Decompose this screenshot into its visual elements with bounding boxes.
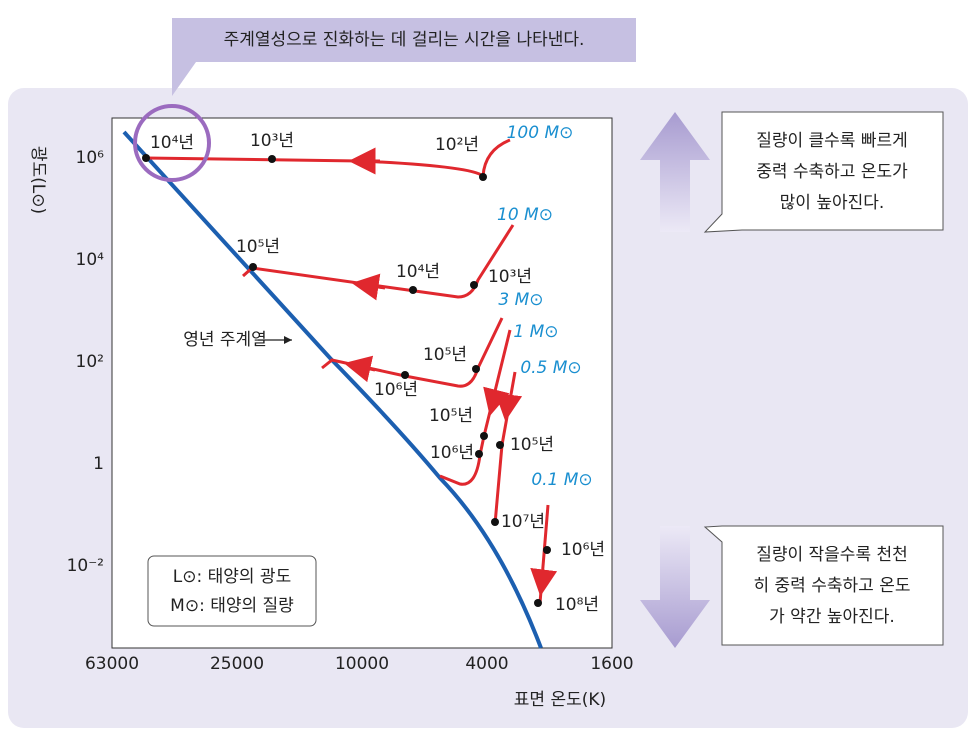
legend-box bbox=[147, 555, 317, 627]
mass-label: 10 M⊙ bbox=[497, 205, 553, 225]
time-dot bbox=[472, 365, 480, 373]
highlight-circle bbox=[133, 104, 211, 182]
time-label: 10³년 bbox=[488, 267, 532, 287]
time-dot bbox=[268, 155, 276, 163]
y-tick-label: 10⁴ bbox=[76, 250, 105, 270]
time-dot bbox=[496, 441, 504, 449]
note-line: 가 약간 높아진다. bbox=[769, 607, 895, 627]
time-label: 10⁶년 bbox=[374, 380, 418, 400]
y-tick-label: 1 bbox=[93, 454, 104, 474]
x-tick-label: 10000 bbox=[335, 654, 389, 674]
time-label: 10²년 bbox=[435, 135, 479, 155]
note-line: 많이 높아진다. bbox=[780, 193, 885, 213]
mass-label: 1 M⊙ bbox=[513, 322, 558, 342]
time-label: 10⁵년 bbox=[510, 435, 554, 455]
y-tick-label: 10⁶ bbox=[76, 148, 105, 168]
time-dot bbox=[470, 281, 478, 289]
time-dot bbox=[401, 371, 409, 379]
note-line: 중력 수축하고 온도가 bbox=[756, 162, 908, 182]
x-tick-label: 25000 bbox=[210, 654, 264, 674]
time-dot bbox=[491, 518, 499, 526]
mass-label: 0.1 M⊙ bbox=[531, 470, 592, 490]
down-arrow bbox=[640, 526, 710, 648]
x-tick-label: 4000 bbox=[465, 654, 508, 674]
time-label: 10³년 bbox=[250, 131, 294, 151]
main-sequence-label: 영년 주계열 bbox=[183, 330, 267, 350]
y-tick-label: 10² bbox=[76, 352, 104, 372]
time-label: 10⁸년 bbox=[555, 595, 599, 615]
track-arrow bbox=[483, 386, 510, 417]
x-tick-label: 1600 bbox=[590, 654, 633, 674]
main-sequence-line bbox=[122, 130, 543, 649]
mass-label: 0.5 M⊙ bbox=[520, 358, 581, 378]
y-axis-label: 광도(L⊙) bbox=[28, 146, 48, 214]
note-box bbox=[703, 111, 944, 233]
time-label: 10⁶년 bbox=[561, 540, 605, 560]
up-arrow bbox=[640, 112, 710, 232]
callout-text: 주계열성으로 진화하는 데 걸리는 시간을 나타낸다. bbox=[224, 30, 585, 50]
time-dot bbox=[480, 432, 488, 440]
time-dot bbox=[534, 599, 542, 607]
x-tick-label: 63000 bbox=[85, 654, 139, 674]
time-label: 10⁶년 bbox=[430, 443, 474, 463]
time-dot bbox=[142, 154, 150, 162]
legend-entry: M⊙: 태양의 질량 bbox=[170, 596, 294, 616]
track-arrow bbox=[351, 273, 386, 301]
y-tick-label: 10⁻² bbox=[67, 556, 104, 576]
time-label: 10⁴년 bbox=[150, 133, 194, 153]
time-dot bbox=[409, 286, 417, 294]
label-arrow-head bbox=[284, 336, 292, 344]
time-dot bbox=[543, 546, 551, 554]
mass-label: 3 M⊙ bbox=[498, 290, 543, 310]
note-line: 질량이 클수록 빠르게 bbox=[756, 131, 908, 151]
legend-entry: L⊙: 태양의 광도 bbox=[173, 567, 291, 587]
time-label: 10⁴년 bbox=[396, 262, 440, 282]
x-axis-label: 표면 온도(K) bbox=[514, 690, 606, 710]
time-dot bbox=[479, 173, 487, 181]
track-arrow bbox=[495, 392, 523, 422]
time-label: 10⁷년 bbox=[501, 512, 545, 532]
time-label: 10⁵년 bbox=[429, 406, 473, 426]
track-line bbox=[145, 138, 511, 179]
track-arrow bbox=[530, 567, 558, 597]
track-line bbox=[242, 224, 515, 299]
track-arrow bbox=[343, 355, 376, 383]
time-dot bbox=[475, 450, 483, 458]
time-dot bbox=[249, 263, 257, 271]
note-line: 히 중력 수축하고 온도 bbox=[754, 576, 911, 596]
plot: 100 M⊙ 10²년 10³년 10⁴년 10 M⊙ 10³년 10⁴년 10⁵년 3 M⊙ 1… bbox=[122, 123, 605, 649]
callout-box bbox=[172, 18, 636, 96]
note-box bbox=[703, 525, 944, 646]
time-label: 10⁵년 bbox=[423, 345, 467, 365]
time-label: 10⁵년 bbox=[236, 237, 280, 257]
note-line: 질량이 작을수록 천천 bbox=[756, 545, 908, 565]
mass-label: 100 M⊙ bbox=[507, 123, 574, 143]
